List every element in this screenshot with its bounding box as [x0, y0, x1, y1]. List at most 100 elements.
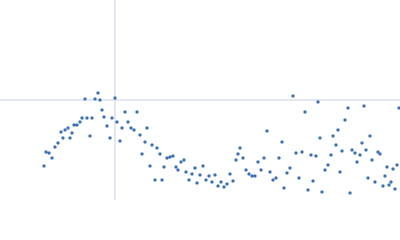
point: [44, 150, 48, 154]
point: [193, 166, 197, 170]
point: [383, 174, 387, 178]
point: [155, 146, 159, 150]
point: [100, 108, 104, 112]
point: [78, 120, 82, 124]
point: [115, 120, 119, 124]
point: [314, 154, 318, 158]
point: [42, 164, 46, 168]
point: [195, 181, 199, 185]
point: [129, 126, 133, 130]
point: [225, 182, 229, 186]
point: [370, 158, 374, 162]
point: [338, 170, 342, 174]
point: [387, 183, 391, 187]
point: [231, 179, 235, 183]
point: [190, 172, 194, 176]
point: [162, 165, 166, 169]
point: [187, 178, 191, 182]
point: [265, 129, 269, 133]
point: [381, 184, 385, 188]
point: [271, 178, 275, 182]
point: [160, 178, 164, 182]
point: [236, 152, 240, 156]
point: [123, 110, 127, 114]
point: [145, 126, 149, 130]
point: [118, 139, 122, 143]
point: [96, 91, 100, 95]
point: [88, 134, 92, 138]
point: [63, 128, 67, 132]
point: [385, 165, 389, 169]
point: [222, 185, 226, 189]
point: [256, 160, 260, 164]
point: [126, 120, 130, 124]
point: [318, 136, 322, 140]
point: [360, 141, 364, 145]
point: [397, 106, 400, 110]
point: [93, 97, 97, 101]
point: [311, 179, 315, 183]
point: [389, 180, 393, 184]
point: [393, 187, 397, 191]
point: [346, 106, 350, 110]
point: [201, 164, 205, 168]
point: [282, 186, 286, 190]
point: [216, 184, 220, 188]
point: [348, 191, 352, 195]
point: [113, 96, 117, 100]
point: [83, 97, 87, 101]
point: [331, 134, 335, 138]
point: [176, 168, 180, 172]
chart: [0, 0, 400, 200]
point: [262, 156, 266, 160]
point: [228, 172, 232, 176]
point: [334, 143, 338, 147]
point: [108, 136, 112, 140]
point: [132, 128, 136, 132]
point: [336, 128, 340, 132]
point: [250, 174, 254, 178]
point: [241, 156, 245, 160]
point: [259, 168, 263, 172]
point: [120, 126, 124, 130]
point: [395, 163, 399, 167]
point: [85, 116, 89, 120]
point: [376, 150, 380, 154]
point: [329, 153, 333, 157]
point: [50, 156, 54, 160]
point: [300, 150, 304, 154]
point: [98, 98, 102, 102]
point: [309, 153, 313, 157]
point: [368, 134, 372, 138]
point: [358, 153, 362, 157]
point: [61, 136, 65, 140]
point: [362, 104, 366, 108]
point: [340, 149, 344, 153]
point: [143, 140, 147, 144]
point: [179, 160, 183, 164]
point: [297, 176, 301, 180]
point: [110, 116, 114, 120]
point: [364, 148, 368, 152]
point: [378, 152, 382, 156]
point: [343, 118, 347, 122]
point: [280, 140, 284, 144]
point: [174, 165, 178, 169]
point: [353, 151, 357, 155]
point: [350, 148, 354, 152]
point: [138, 133, 142, 137]
point: [326, 163, 330, 167]
point: [294, 151, 298, 155]
point: [53, 145, 57, 149]
page: (() => { const data = JSON.parse(documen…: [0, 0, 400, 200]
point: [150, 143, 154, 147]
point: [66, 126, 70, 130]
point: [366, 176, 370, 180]
point: [244, 168, 248, 172]
point: [158, 152, 162, 156]
point: [184, 170, 188, 174]
point: [316, 100, 320, 104]
point: [105, 124, 109, 128]
point: [171, 154, 175, 158]
point: [253, 174, 257, 178]
